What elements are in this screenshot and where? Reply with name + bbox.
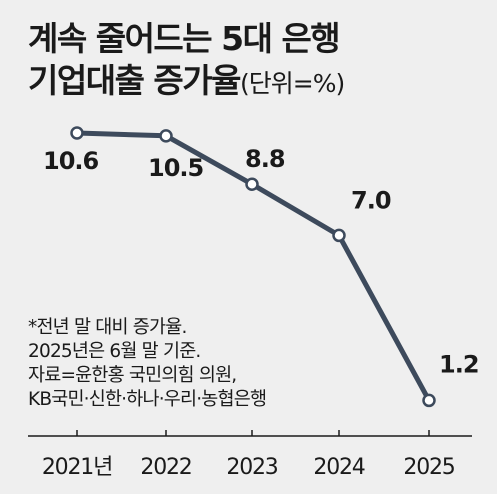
data-point <box>159 129 173 143</box>
data-point <box>245 177 259 191</box>
chart-title-line2: 기업대출 증가율(단위=%) <box>28 60 345 105</box>
chart-note: *전년 말 대비 증가율. 2025년은 6월 말 기준. 자료=윤한홍 국민의… <box>28 316 267 412</box>
chart-title: 계속 줄어드는 5대 은행 기업대출 증가율(단위=%) <box>28 18 345 105</box>
data-point <box>332 228 346 243</box>
x-tick-label: 2021년 <box>42 455 112 480</box>
x-tick-label: 2025 <box>403 455 454 480</box>
x-tick-label: 2024 <box>313 455 364 480</box>
data-label: 1.2 <box>439 350 479 378</box>
data-point <box>422 393 436 408</box>
x-tick-label: 2022 <box>140 455 191 480</box>
chart-note-line: 2025년은 6월 말 기준. <box>28 341 201 362</box>
data-label: 10.6 <box>43 147 99 175</box>
data-point <box>70 126 84 140</box>
chart-title-line2-text: 기업대출 증가율 <box>28 61 242 100</box>
data-label: 8.8 <box>245 145 285 173</box>
chart-note-line: 자료=윤한홍 국민의힘 의원, <box>28 365 237 386</box>
chart-unit: (단위=%) <box>240 69 345 98</box>
x-tick-label: 2023 <box>226 455 277 480</box>
data-label: 10.5 <box>148 154 204 182</box>
chart-title-line1: 계속 줄어드는 5대 은행 <box>28 19 341 58</box>
data-label: 7.0 <box>351 186 391 214</box>
chart-note-line: *전년 말 대비 증가율. <box>28 317 187 338</box>
chart-note-line: KB국민·신한·하나·우리·농협은행 <box>28 389 267 410</box>
